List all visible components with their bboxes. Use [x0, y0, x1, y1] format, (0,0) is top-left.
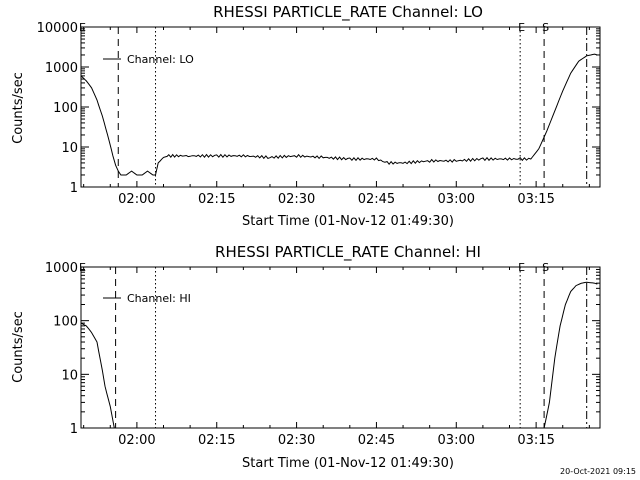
panel-hi-ytick-label: 1 — [70, 422, 78, 437]
panel-lo-legend: Channel: LO — [103, 53, 194, 66]
panel-hi-legend: Channel: HI — [103, 292, 191, 305]
panel-hi-event-marker-s: S — [542, 261, 549, 274]
panel-lo-event-marker-e: E — [518, 21, 525, 34]
panel-lo-ytick-label: 1000 — [45, 61, 78, 76]
panel-hi-ylabel: Counts/sec — [11, 311, 26, 383]
panel-lo-xtick-label: 02:30 — [278, 192, 315, 207]
panel-lo-xtick-label: 02:45 — [358, 192, 395, 207]
panel-lo-series-line — [80, 53, 598, 176]
panel-lo-xtick-label: 02:00 — [118, 192, 155, 207]
panel-lo-xtick-label: 02:15 — [198, 192, 235, 207]
panel-hi-ytick-label: 1000 — [45, 261, 78, 276]
panel-lo-ytick-label: 100 — [53, 101, 78, 116]
panel-hi-legend-label: Channel: HI — [127, 292, 191, 305]
panel-lo-ylabel: Counts/sec — [11, 72, 26, 144]
panel-lo-xtick-label: 03:15 — [517, 192, 554, 207]
footer-timestamp: 20-Oct-2021 09:15 — [560, 467, 636, 476]
panel-lo-ytick-label: 10000 — [37, 21, 78, 36]
panel-lo-ytick-label: 1 — [70, 181, 78, 196]
panel-lo-legend-label: Channel: LO — [127, 53, 194, 66]
panel-lo-xtick-label: 03:00 — [438, 192, 475, 207]
panel-lo-ticks: 02:00 02:15 02:30 02:45 03:00 03:15 1 10 100 1000… — [37, 21, 600, 207]
panel-hi-xtick-label: 02:15 — [198, 433, 235, 448]
panel-hi-event-marker-e: E — [518, 261, 525, 274]
panel-hi-frame — [80, 266, 601, 429]
panel-hi-ytick-label: 100 — [53, 315, 78, 330]
panel-lo-series — [80, 53, 598, 176]
panel-hi-xtick-label: 02:45 — [358, 433, 395, 448]
panel-hi-ticks: 02:00 02:15 02:30 02:45 03:00 03:15 1 10 100 1000 — [45, 261, 600, 448]
panel-lo-event-marker-e: E — [79, 21, 86, 34]
panel-lo-ytick-label: 10 — [61, 141, 78, 156]
panel-hi-event-marker-e: E — [79, 261, 86, 274]
panel-hi-xtick-label: 03:00 — [438, 433, 475, 448]
panel-hi-series — [80, 281, 598, 429]
panel-hi-title: RHESSI PARTICLE_RATE Channel: HI — [215, 243, 481, 262]
panel-hi-series-line — [543, 281, 598, 429]
panel-lo: RHESSI PARTICLE_RATE Channel: LO Start T… — [11, 3, 601, 229]
panel-lo-event-marker-s: S — [542, 21, 549, 34]
panel-hi-ytick-label: 10 — [61, 368, 78, 383]
panel-hi-xtick-label: 02:30 — [278, 433, 315, 448]
panel-hi-xtick-label: 03:15 — [517, 433, 554, 448]
panel-hi-series-line — [80, 322, 115, 429]
panel-lo-title: RHESSI PARTICLE_RATE Channel: LO — [213, 3, 483, 22]
panel-lo-xlabel: Start Time (01-Nov-12 01:49:30) — [242, 214, 454, 229]
panel-hi-xtick-label: 02:00 — [118, 433, 155, 448]
panel-hi: RHESSI PARTICLE_RATE Channel: HI Start T… — [11, 243, 601, 471]
panel-hi-xlabel: Start Time (01-Nov-12 01:49:30) — [242, 456, 454, 471]
